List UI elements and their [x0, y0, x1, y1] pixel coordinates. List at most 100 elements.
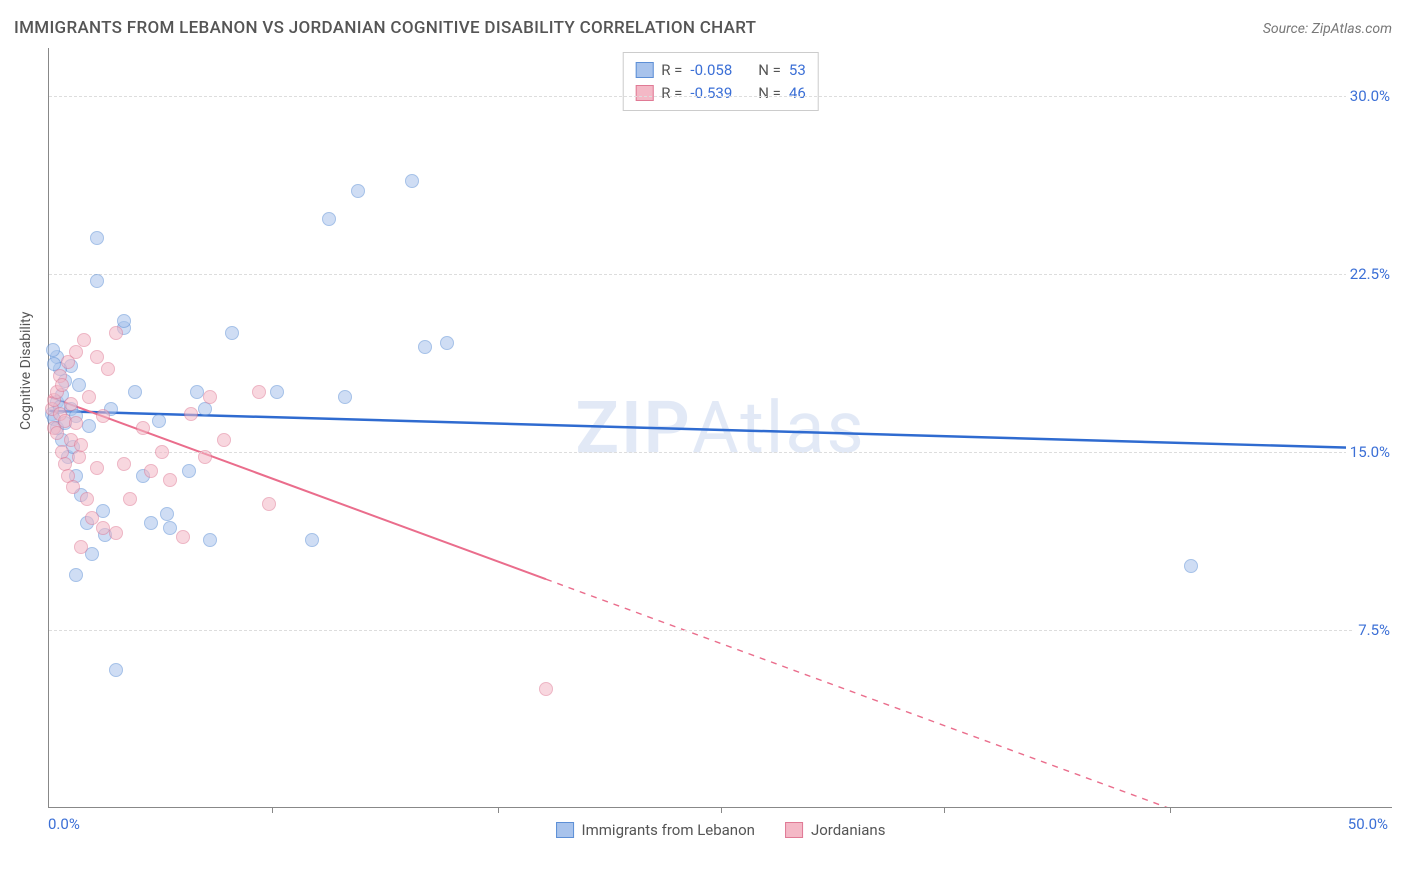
r-label: R =: [661, 59, 682, 82]
data-point-jordan: [96, 521, 110, 535]
data-point-jordan: [50, 426, 64, 440]
data-point-lebanon: [160, 507, 174, 521]
n-label: N =: [758, 82, 781, 105]
data-point-jordan: [252, 385, 266, 399]
x-tick: [944, 807, 945, 813]
grid-line: [49, 630, 1392, 631]
trend-line-dashed-jordan: [546, 579, 1392, 807]
data-point-lebanon: [163, 521, 177, 535]
data-point-jordan: [117, 457, 131, 471]
grid-line: [49, 452, 1392, 453]
stats-legend: R =-0.058N =53R =-0.539N =46: [622, 52, 819, 111]
data-point-jordan: [72, 450, 86, 464]
y-tick-label: 30.0%: [1346, 87, 1394, 105]
data-point-lebanon: [152, 414, 166, 428]
source-label: Source: ZipAtlas.com: [1263, 21, 1392, 37]
legend-item-lebanon: Immigrants from Lebanon: [556, 821, 755, 839]
swatch-icon: [635, 62, 653, 78]
data-point-lebanon: [1184, 559, 1198, 573]
swatch-icon: [785, 822, 803, 838]
data-point-jordan: [123, 492, 137, 506]
data-point-jordan: [539, 682, 553, 696]
data-point-jordan: [176, 530, 190, 544]
n-value: 53: [789, 59, 806, 82]
data-point-jordan: [262, 497, 276, 511]
data-point-lebanon: [144, 516, 158, 530]
data-point-lebanon: [182, 464, 196, 478]
data-point-jordan: [96, 409, 110, 423]
x-tick: [721, 807, 722, 813]
data-point-jordan: [69, 416, 83, 430]
grid-line: [49, 96, 1392, 97]
n-label: N =: [758, 59, 781, 82]
y-tick-label: 15.0%: [1346, 443, 1394, 461]
data-point-lebanon: [69, 568, 83, 582]
r-value: -0.058: [690, 59, 732, 82]
y-axis-label: Cognitive Disability: [18, 312, 34, 430]
data-point-lebanon: [72, 378, 86, 392]
data-point-jordan: [109, 326, 123, 340]
x-max-label: 50.0%: [1348, 815, 1388, 833]
data-point-lebanon: [46, 343, 60, 357]
r-label: R =: [661, 82, 682, 105]
data-point-jordan: [217, 433, 231, 447]
data-point-jordan: [184, 407, 198, 421]
data-point-lebanon: [351, 184, 365, 198]
chart-plot-area: ZIPAtlas R =-0.058N =53R =-0.539N =46 Im…: [48, 48, 1392, 808]
data-point-jordan: [55, 378, 69, 392]
watermark: ZIPAtlas: [575, 385, 865, 470]
data-point-lebanon: [418, 340, 432, 354]
x-tick: [272, 807, 273, 813]
n-value: 46: [789, 82, 806, 105]
data-point-jordan: [163, 473, 177, 487]
swatch-icon: [635, 85, 653, 101]
data-point-lebanon: [90, 231, 104, 245]
data-point-jordan: [109, 526, 123, 540]
data-point-lebanon: [109, 663, 123, 677]
trend-line-lebanon: [49, 411, 1391, 449]
data-point-jordan: [90, 350, 104, 364]
legend-item-jordan: Jordanians: [785, 821, 886, 839]
data-point-jordan: [198, 450, 212, 464]
data-point-lebanon: [90, 274, 104, 288]
data-point-lebanon: [440, 336, 454, 350]
data-point-lebanon: [203, 533, 217, 547]
trend-lines: [49, 48, 1392, 807]
data-point-lebanon: [405, 174, 419, 188]
grid-line: [49, 274, 1392, 275]
data-point-lebanon: [190, 385, 204, 399]
y-tick-label: 7.5%: [1354, 621, 1394, 639]
stats-row-jordan: R =-0.539N =46: [635, 82, 806, 105]
data-point-jordan: [203, 390, 217, 404]
data-point-jordan: [64, 397, 78, 411]
data-point-lebanon: [338, 390, 352, 404]
data-point-lebanon: [82, 419, 96, 433]
x-tick: [1170, 807, 1171, 813]
data-point-lebanon: [225, 326, 239, 340]
data-point-jordan: [101, 362, 115, 376]
data-point-jordan: [74, 540, 88, 554]
trend-line-jordan: [49, 397, 546, 580]
legend-label: Jordanians: [811, 821, 886, 839]
data-point-jordan: [69, 345, 83, 359]
data-point-lebanon: [128, 385, 142, 399]
data-point-jordan: [144, 464, 158, 478]
data-point-jordan: [90, 461, 104, 475]
data-point-jordan: [66, 480, 80, 494]
y-tick-label: 22.5%: [1346, 265, 1394, 283]
x-min-label: 0.0%: [48, 815, 80, 833]
swatch-icon: [556, 822, 574, 838]
data-point-jordan: [155, 445, 169, 459]
series-legend: Immigrants from Lebanon Jordanians: [556, 821, 886, 839]
data-point-jordan: [77, 333, 91, 347]
data-point-jordan: [80, 492, 94, 506]
chart-title: IMMIGRANTS FROM LEBANON VS JORDANIAN COG…: [14, 18, 756, 38]
legend-label: Immigrants from Lebanon: [582, 821, 755, 839]
data-point-lebanon: [305, 533, 319, 547]
data-point-jordan: [136, 421, 150, 435]
x-tick: [498, 807, 499, 813]
data-point-jordan: [74, 438, 88, 452]
data-point-lebanon: [270, 385, 284, 399]
stats-row-lebanon: R = -0.058 N = 53: [635, 59, 806, 82]
data-point-lebanon: [322, 212, 336, 226]
